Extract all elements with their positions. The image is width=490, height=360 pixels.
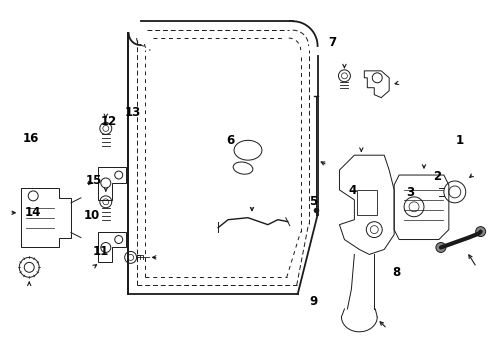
Text: 1: 1	[455, 134, 464, 147]
Text: 12: 12	[100, 114, 117, 127]
Text: 11: 11	[93, 245, 109, 258]
Text: 15: 15	[86, 174, 102, 186]
Text: 16: 16	[23, 132, 39, 145]
Text: 4: 4	[348, 184, 356, 197]
Bar	[357, 190, 377, 215]
Text: 8: 8	[392, 266, 400, 279]
Text: 6: 6	[226, 134, 235, 147]
Text: 14: 14	[25, 206, 41, 219]
Text: 3: 3	[407, 186, 415, 199]
Circle shape	[476, 227, 486, 237]
Text: 13: 13	[125, 105, 141, 119]
Text: 10: 10	[83, 209, 99, 222]
Text: 9: 9	[309, 295, 318, 308]
Text: 5: 5	[309, 195, 318, 208]
Circle shape	[436, 243, 446, 252]
Text: 7: 7	[329, 36, 337, 49]
Text: 2: 2	[433, 170, 441, 183]
